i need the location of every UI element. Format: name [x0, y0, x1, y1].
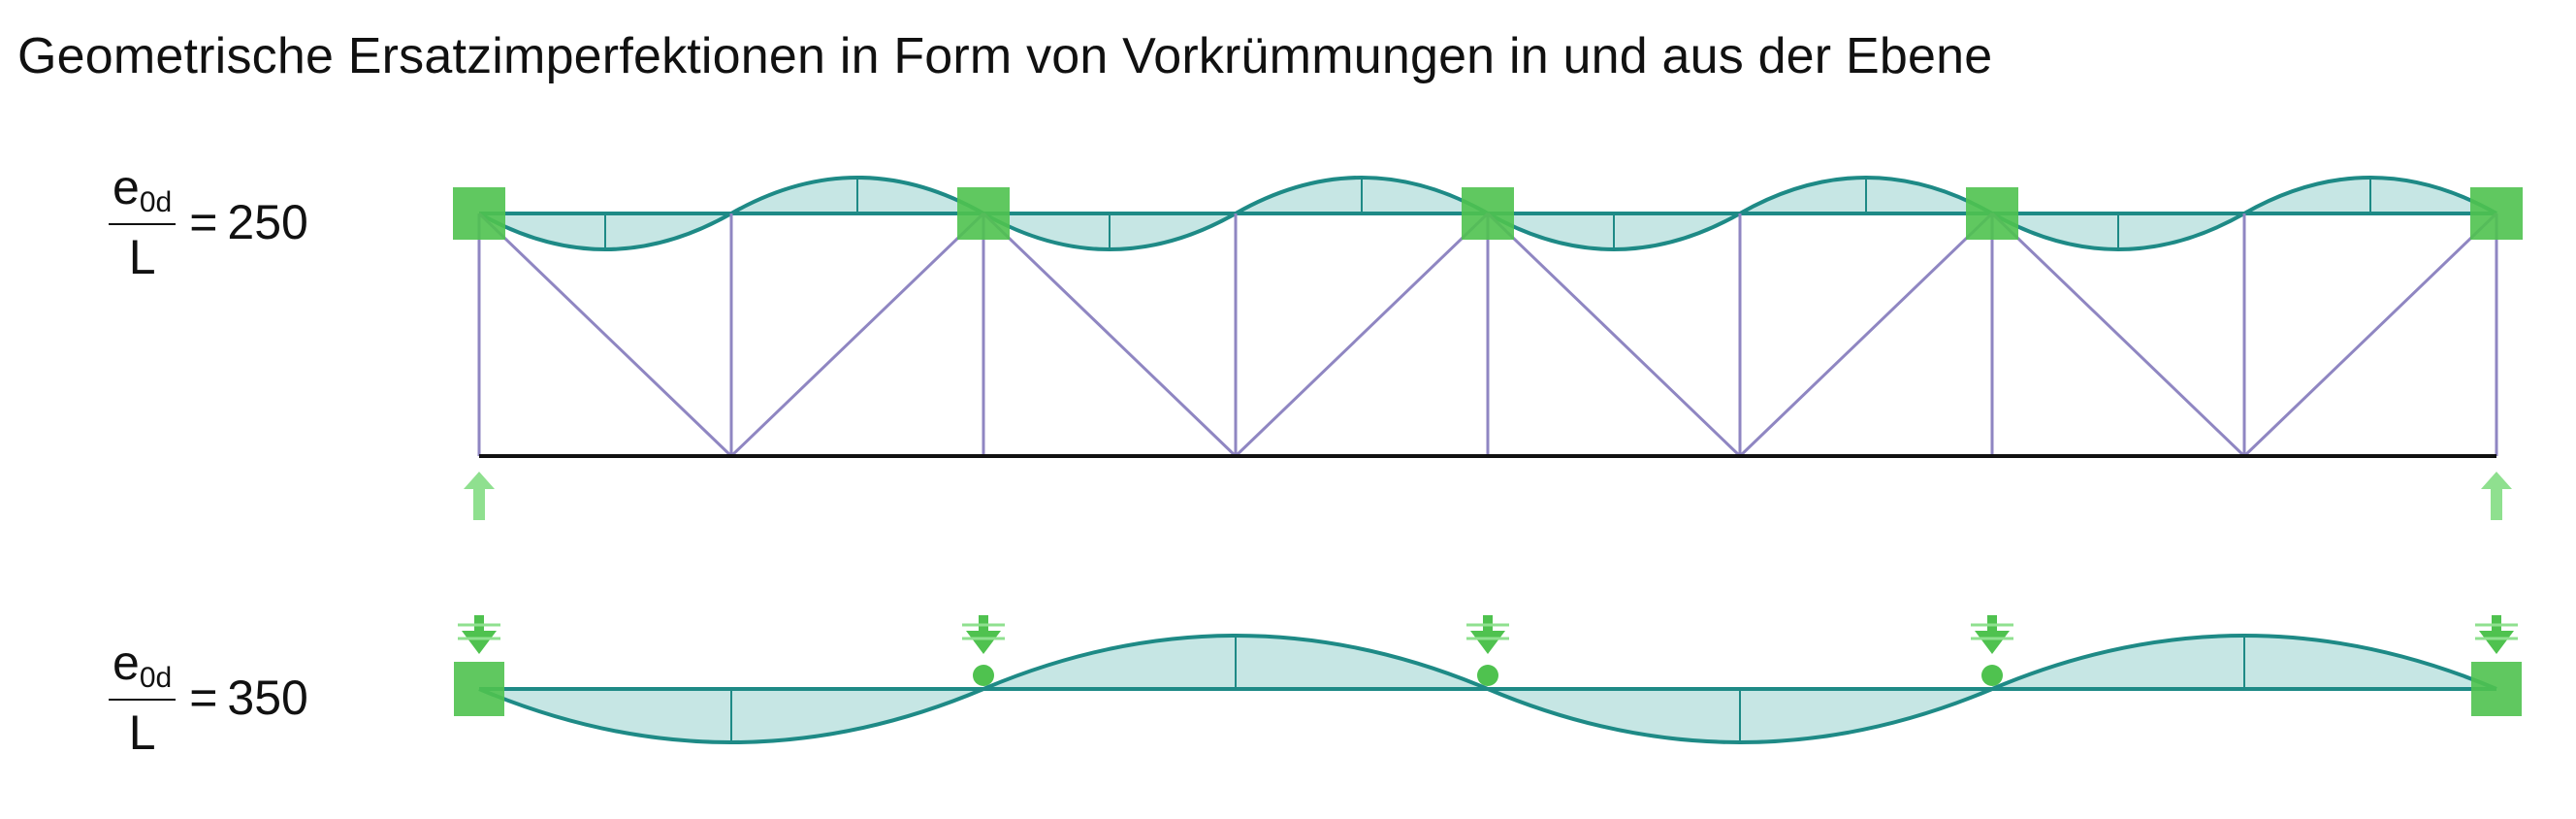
fraction-numerator: e0d [109, 636, 177, 701]
restraint-arrow [1975, 631, 2010, 654]
diagonal-member [1990, 212, 2246, 458]
diagonal-member [2242, 212, 2498, 458]
fraction: e0d L [109, 636, 177, 760]
restraint-arrow [966, 631, 1001, 654]
ratio-label-out-of-plane: e0d L = 350 [109, 639, 308, 757]
fraction-denominator: L [128, 230, 156, 284]
lateral-support [1462, 187, 1514, 240]
lateral-support [2470, 187, 2523, 240]
fraction-denominator: L [128, 705, 156, 760]
diagonal-member [982, 212, 1238, 458]
equals-sign: = [189, 671, 218, 725]
lateral-support [453, 187, 505, 240]
numerator-subscript: 0d [139, 662, 173, 694]
hinge-support [1981, 665, 2003, 686]
end-support [454, 662, 504, 716]
diagonal-member [1234, 212, 1490, 458]
bearing-arrow [2481, 472, 2512, 520]
restraint-arrow [2479, 631, 2514, 654]
lateral-support [1966, 187, 2018, 240]
equals-sign: = [189, 195, 218, 249]
numerator-subscript: 0d [139, 186, 173, 218]
diagonal-member [1486, 212, 1742, 458]
end-support [2471, 662, 2522, 716]
hinge-support [973, 665, 994, 686]
truss-in-plane [453, 176, 2523, 520]
numerator-base: e [113, 160, 140, 214]
ratio-value: 350 [227, 671, 308, 725]
fraction: e0d L [109, 160, 177, 284]
beam-out-of-plane [454, 615, 2522, 744]
fraction-numerator: e0d [109, 160, 177, 225]
restraint-arrow [462, 631, 497, 654]
bearing-arrow [464, 472, 495, 520]
diagram-title: Geometrische Ersatzimperfektionen in For… [17, 28, 1993, 84]
ratio-label-in-plane: e0d L = 250 [109, 163, 308, 281]
numerator-base: e [113, 636, 140, 690]
ratio-value: 250 [227, 195, 308, 249]
restraint-arrow [1470, 631, 1505, 654]
diagonal-member [729, 212, 985, 458]
diagonal-member [477, 212, 733, 458]
diagonal-member [1738, 212, 1994, 458]
hinge-support [1477, 665, 1498, 686]
lateral-support [957, 187, 1010, 240]
